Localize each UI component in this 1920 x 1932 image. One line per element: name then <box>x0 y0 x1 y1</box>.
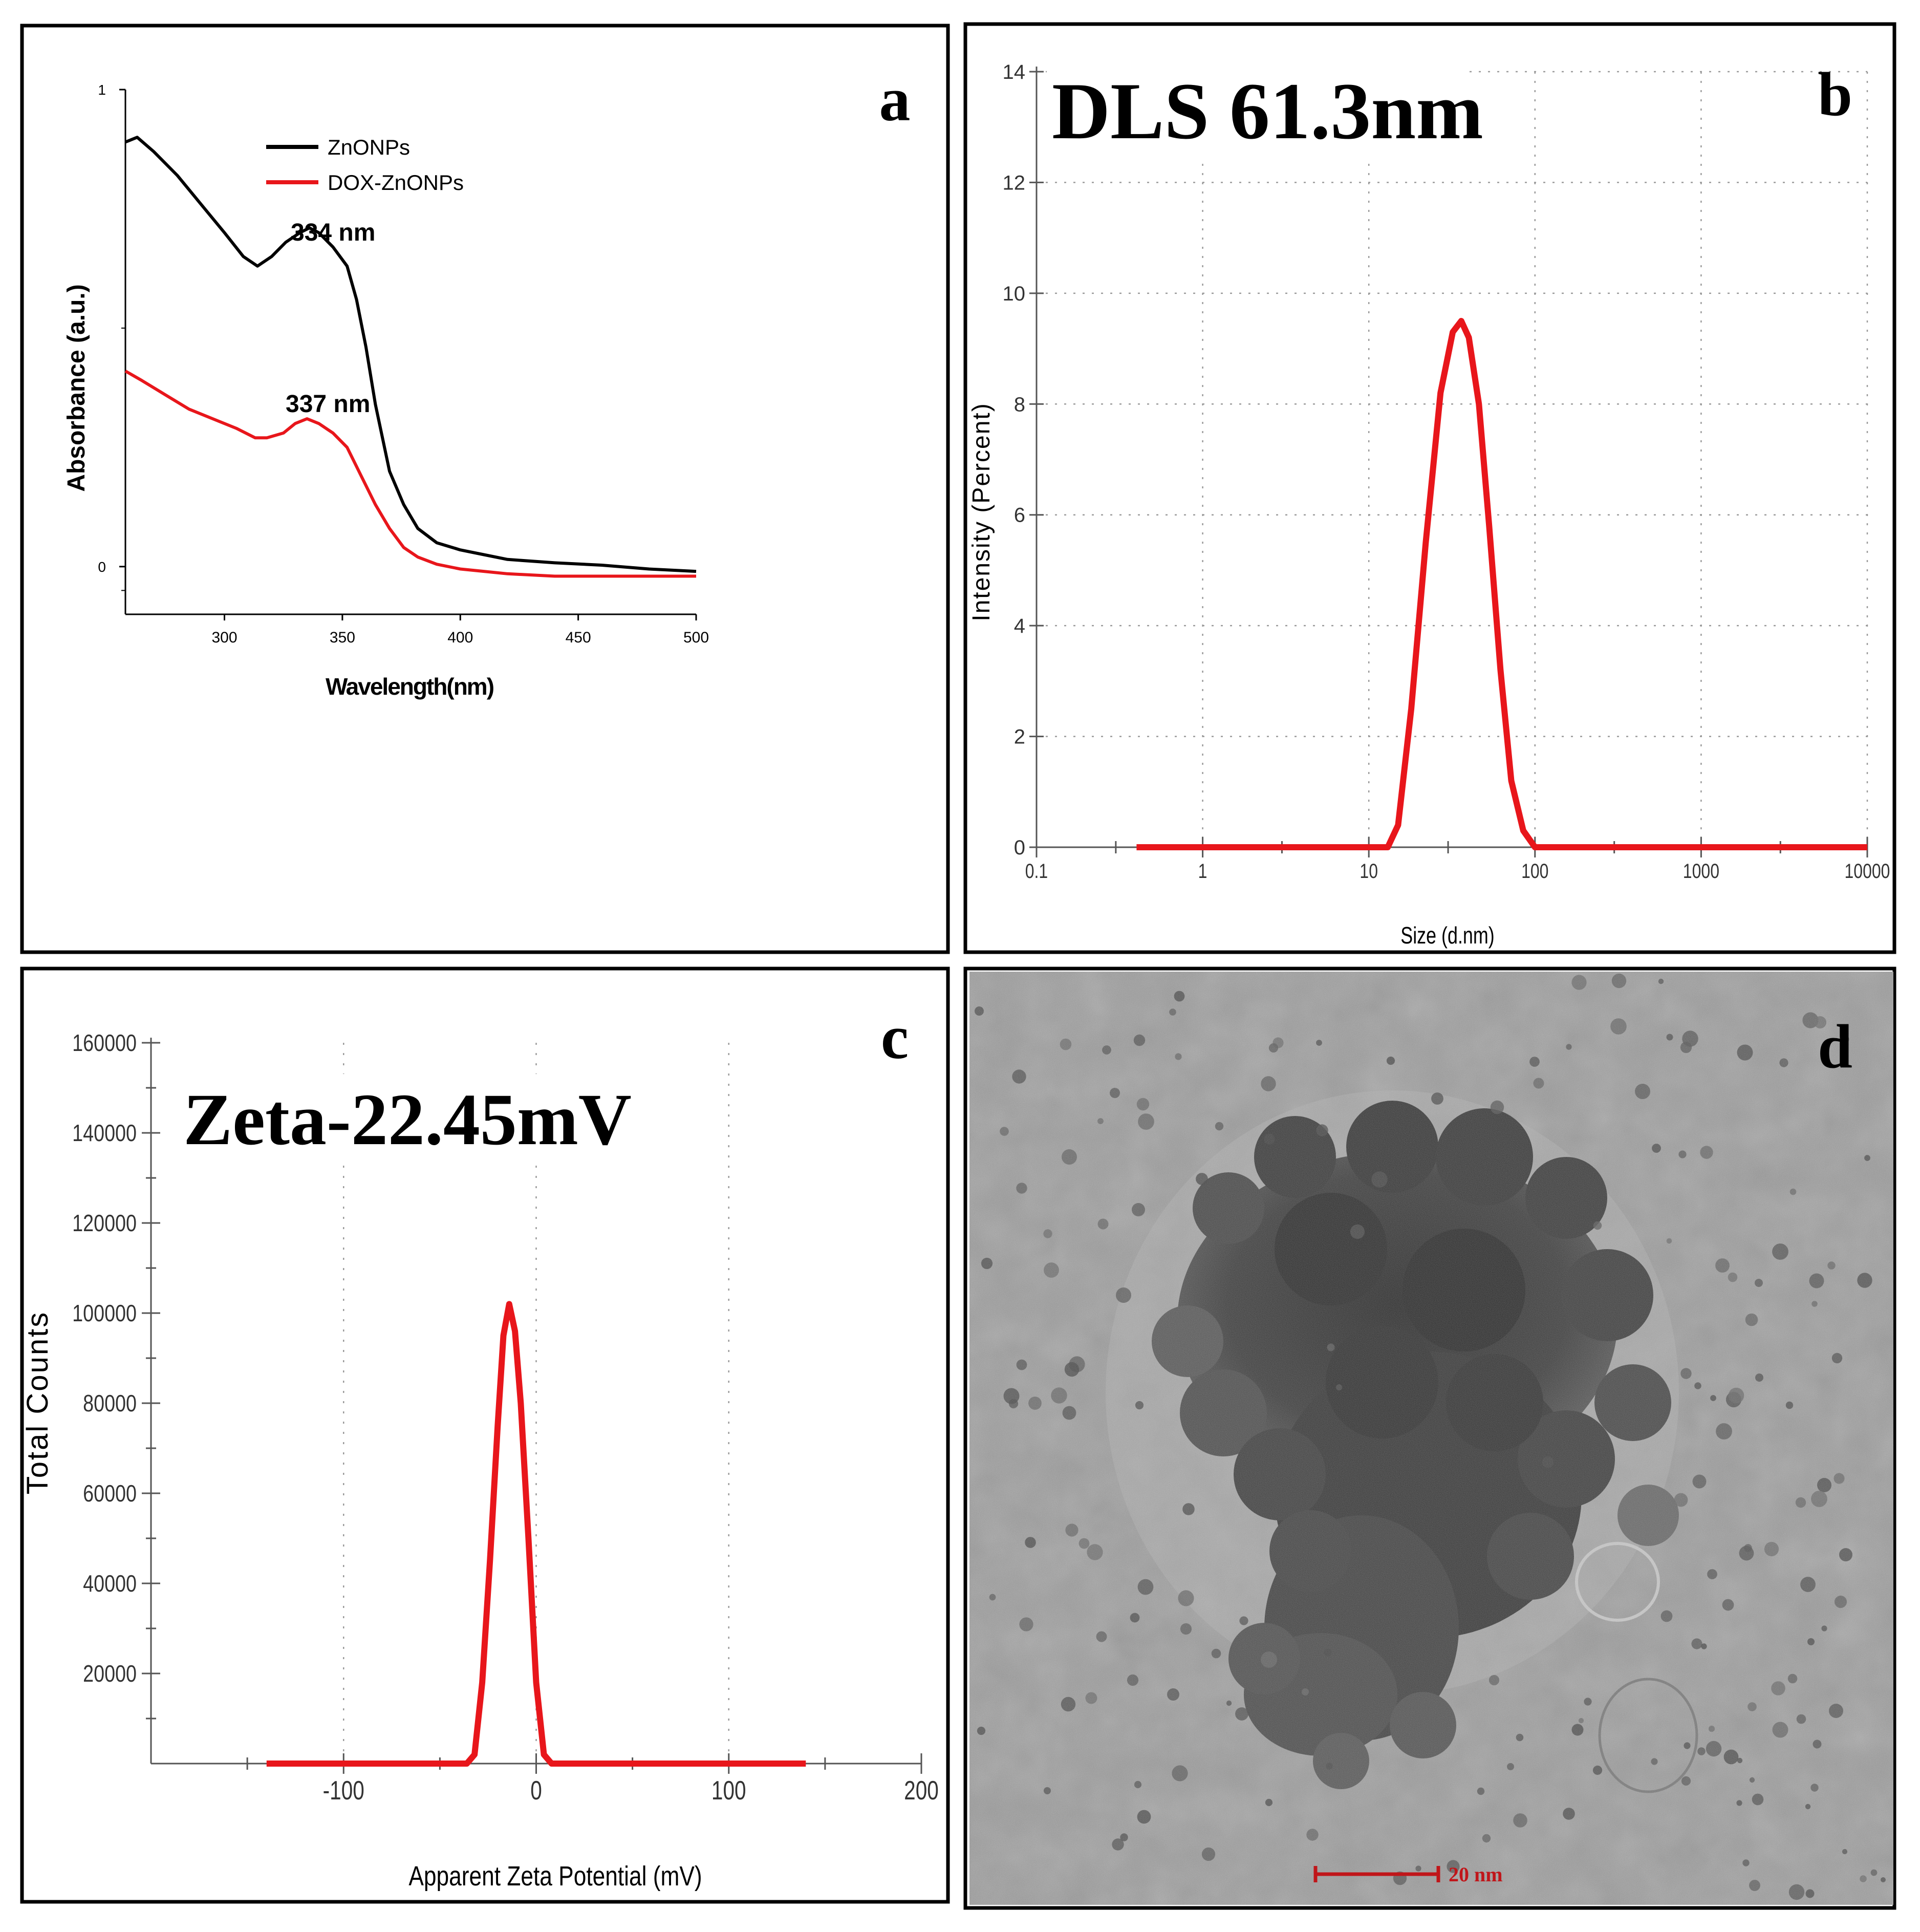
panel-a-x-tick-label: 500 <box>683 629 709 646</box>
panel-c-y-tick-label: 60000 <box>83 1480 137 1506</box>
panel-a-x-tick-label: 300 <box>211 629 237 646</box>
panel-c-headline-bg <box>179 1074 650 1164</box>
scale-bar: 20 nm <box>1313 1863 1503 1886</box>
panel-c-chart: -100 0 100 200 20000 40000 60000 80000 100000 120… <box>21 1003 939 1892</box>
panel-c-ylabel: Total Counts <box>21 1311 54 1494</box>
panel-b-tick-labels: 0.1 1 10 100 1000 10000 0 2 4 6 8 10 12 14 <box>1003 61 1890 883</box>
panel-b-y-tick-label: 8 <box>1014 393 1025 416</box>
panel-a-x-tick-label: 400 <box>447 629 473 646</box>
legend-label-znonps: ZnONPs <box>328 135 410 159</box>
panel-a-chart: 300 350 400 450 500 0 1 a Wavelength(nm) Absor… <box>63 65 911 700</box>
panel-b-chart: 0.1 1 10 100 1000 10000 0 2 4 6 8 10 12 14 DLS 61.3nm… <box>968 60 1890 949</box>
panel-c-zeta-potential-line <box>266 1301 806 1767</box>
panel-c-x-tick-label: -100 <box>323 1775 364 1805</box>
panel-c-y-tick-label: 160000 <box>72 1029 137 1056</box>
panel-a-x-tick-label: 450 <box>566 629 591 646</box>
panel-b-x-tick-label: 0.1 <box>1025 860 1048 883</box>
legend-label-dox-znonps: DOX-ZnONPs <box>328 170 464 195</box>
panel-c-letter: c <box>881 1003 909 1072</box>
panel-c-x-tick-label: 200 <box>904 1775 939 1805</box>
scale-bar-label: 20 nm <box>1449 1863 1503 1886</box>
panel-b-x-tick-label: 10 <box>1360 860 1378 883</box>
panel-b-x-tick-label: 1 <box>1198 860 1207 883</box>
panel-c-xlabel: Apparent Zeta Potential (mV) <box>408 1861 702 1892</box>
panel-b-size-distribution-line <box>1136 318 1867 850</box>
panel-a-annotation-337: 337 nm <box>286 391 370 418</box>
panel-a-legend: ZnONPs DOX-ZnONPs <box>266 135 464 195</box>
panel-b-letter: b <box>1818 60 1852 129</box>
panel-a-ylabel: Absorbance (a.u.) <box>63 284 90 491</box>
panel-b-x-tick-label: 10000 <box>1845 860 1890 883</box>
panel-a-annotation-334: 334 nm <box>291 219 375 246</box>
panel-c-y-tick-label: 80000 <box>83 1390 137 1416</box>
panel-b-headline: DLS 61.3nm <box>1052 67 1483 156</box>
panel-b-ylabel: Intensity (Percent) <box>968 402 995 621</box>
panel-c-x-tick-label: 100 <box>711 1775 746 1805</box>
panel-b-y-tick-label: 4 <box>1014 615 1025 637</box>
panel-a-tick-labels: 300 350 400 450 500 0 1 <box>98 82 709 646</box>
panel-c-y-tick-label: 140000 <box>72 1120 137 1146</box>
panel-a-frame <box>20 24 950 954</box>
panel-a-axes <box>119 89 697 620</box>
panel-b-x-tick-label: 1000 <box>1683 860 1719 883</box>
panel-c-y-tick-label: 20000 <box>83 1660 137 1686</box>
panel-b-y-tick-label: 6 <box>1014 504 1025 527</box>
panel-c-headline: Zeta-22.45mV <box>183 1079 632 1161</box>
panel-b-xlabel: Size (d.nm) <box>1400 922 1494 949</box>
panel-b-headline-bg <box>1047 67 1466 164</box>
panel-b-y-tick-label: 2 <box>1014 726 1025 748</box>
panel-a-letter: a <box>879 65 911 134</box>
panel-a-series <box>124 136 697 578</box>
panel-d-tem-image: 20 nm <box>969 972 1893 1905</box>
panel-b-series <box>1136 318 1867 850</box>
panel-a-xlabel: Wavelength(nm) <box>326 673 494 700</box>
panel-c-x-tick-label: 0 <box>530 1775 542 1805</box>
panel-b-x-tick-label: 100 <box>1521 860 1548 883</box>
panel-d-letter: d <box>1818 1012 1852 1081</box>
panel-b-y-tick-label: 0 <box>1014 836 1025 859</box>
panel-a-y-tick-label: 0 <box>98 559 106 575</box>
panel-b-y-tick-label: 12 <box>1003 171 1026 194</box>
panel-c-grid <box>343 1043 729 1764</box>
panel-b-y-tick-label: 10 <box>1003 283 1026 305</box>
panel-c-y-tick-label: 120000 <box>72 1210 137 1236</box>
panel-a-x-tick-label: 350 <box>330 629 355 646</box>
panel-a-series-line-znonps <box>124 136 697 573</box>
panel-c-series <box>266 1301 806 1767</box>
panel-c-tick-labels: -100 0 100 200 20000 40000 60000 80000 100000 120… <box>72 1029 939 1805</box>
panel-a-series-line-dox-znonps <box>124 370 696 578</box>
panel-c-y-tick-label: 100000 <box>72 1300 137 1326</box>
panel-a-y-tick-label: 1 <box>98 82 106 98</box>
panel-c-y-tick-label: 40000 <box>83 1570 137 1596</box>
panel-b-y-tick-label: 14 <box>1003 61 1026 83</box>
